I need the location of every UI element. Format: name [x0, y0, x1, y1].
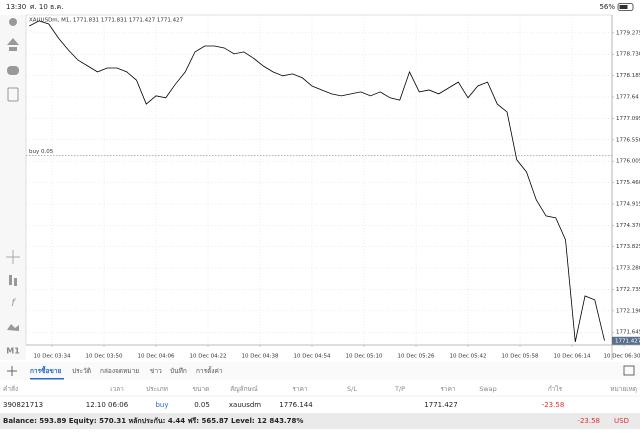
- y-tick-label: 1779.275: [616, 30, 640, 36]
- cell-price[interactable]: 1771.427: [424, 401, 457, 409]
- total-profit: -23.58: [577, 417, 600, 425]
- column-header: Swap: [479, 385, 497, 393]
- column-header: ขนาด: [193, 385, 210, 393]
- timeframe[interactable]: M1: [6, 347, 20, 356]
- y-tick-label: 1772.735: [616, 287, 640, 293]
- last-price-box: [612, 336, 640, 345]
- active-tab-underline: [30, 378, 64, 380]
- x-tick-label: 10 Dec 05:10: [346, 354, 383, 360]
- column-header: ราคา: [292, 385, 307, 393]
- x-tick-label: 10 Dec 05:42: [450, 354, 487, 360]
- column-header: คำสั่ง: [3, 384, 18, 393]
- chart-title: XAUUSDm, M1, 1771.831 1771.831 1771.427 …: [29, 18, 184, 24]
- chart-type-icon[interactable]: [9, 275, 17, 286]
- x-tick-label: 10 Dec 03:34: [34, 354, 71, 360]
- tab[interactable]: การตั้งค่า: [196, 366, 223, 375]
- price-line: [29, 20, 605, 342]
- y-tick-label: 1772.190: [616, 308, 640, 314]
- x-tick-label: 10 Dec 04:22: [190, 354, 227, 360]
- currency: USD: [614, 417, 629, 425]
- objects-icon[interactable]: [7, 324, 19, 331]
- y-tick-label: 1778.185: [616, 73, 640, 79]
- cell-profit[interactable]: -23.58: [542, 401, 565, 409]
- bottom-panel: การซื้อขาย ประวัติ กล่องจดหมาย ข่าว บันทึก กา…: [0, 365, 640, 409]
- column-header: กำไร: [548, 385, 563, 393]
- last-price-label: 1771.427: [615, 338, 640, 344]
- y-tick-label: 1774.370: [616, 223, 640, 229]
- y-tick-label: 1774.915: [616, 201, 640, 207]
- x-tick-label: 10 Dec 05:58: [502, 354, 539, 360]
- x-tick-label: 10 Dec 04:38: [242, 354, 279, 360]
- add-button[interactable]: [7, 366, 17, 376]
- account-icon[interactable]: [9, 18, 17, 26]
- y-tick-label: 1776.550: [616, 137, 640, 143]
- column-header: T/P: [394, 385, 405, 393]
- crosshair-icon[interactable]: [6, 250, 20, 264]
- y-tick-label: 1771.645: [616, 330, 640, 336]
- y-tick-label: 1777.64: [616, 95, 639, 101]
- y-tick-label: 1776.005: [616, 159, 640, 165]
- tab[interactable]: ประวัติ: [72, 367, 91, 375]
- tab[interactable]: กล่องจดหมาย: [100, 367, 139, 375]
- chart: 1779.275 1778.730 1778.185 1777.64 1777.095 1…: [26, 15, 640, 360]
- battery-level: 56%: [599, 3, 615, 11]
- cell-symbol[interactable]: xauusdm: [229, 401, 261, 409]
- tab[interactable]: ข่าว: [150, 367, 162, 375]
- column-header: เวลา: [110, 385, 124, 393]
- tab-bar: [0, 362, 640, 380]
- x-tick-label: 10 Dec 04:06: [138, 354, 175, 360]
- cell-open-price[interactable]: 1776.144: [279, 401, 313, 409]
- trade-icon[interactable]: [7, 38, 19, 51]
- y-tick-label: 1773.280: [616, 266, 640, 272]
- y-tick-label: 1773.825: [616, 244, 640, 250]
- status-date: ศ. 10 ธ.ค.: [30, 3, 63, 11]
- x-tick-label: 10 Dec 06:14: [554, 354, 591, 360]
- column-header: ประเภท: [146, 385, 168, 393]
- cell-volume[interactable]: 0.05: [194, 401, 210, 409]
- column-header: S/L: [347, 385, 357, 393]
- y-tick-label: 1777.095: [616, 116, 640, 122]
- x-tick-label: 10 Dec 06:30: [604, 354, 640, 360]
- x-tick-label: 10 Dec 05:26: [398, 354, 435, 360]
- doc-icon[interactable]: [7, 87, 19, 102]
- indicator-icon[interactable]: f: [11, 298, 16, 309]
- y-tick-label: 1778.730: [616, 52, 640, 58]
- plot-area: [25, 14, 613, 346]
- chat-icon[interactable]: [7, 66, 19, 75]
- account-summary: Balance: 593.89 Equity: 570.31 หลักประกั…: [3, 417, 303, 425]
- x-tick-label: 10 Dec 03:50: [86, 354, 123, 360]
- cell-time[interactable]: 12.10 06:06: [86, 401, 129, 409]
- y-tick-label: 1775.460: [616, 180, 640, 186]
- footer-bar: [0, 413, 640, 429]
- cell-order[interactable]: 390821713: [3, 401, 43, 409]
- x-tick-label: 10 Dec 04:54: [294, 354, 331, 360]
- cell-type[interactable]: buy: [155, 401, 168, 409]
- column-header: สัญลักษณ์: [230, 385, 258, 393]
- status-time: 13:30: [6, 3, 26, 11]
- tab[interactable]: การซื้อขาย: [30, 365, 61, 375]
- column-header: หมายเหตุ: [610, 385, 637, 393]
- tab[interactable]: บันทึก: [170, 367, 187, 375]
- battery-icon: [617, 3, 634, 11]
- column-header: ราคา: [440, 385, 455, 393]
- expand-button[interactable]: [623, 365, 635, 376]
- order-label: buy 0.05: [29, 149, 54, 155]
